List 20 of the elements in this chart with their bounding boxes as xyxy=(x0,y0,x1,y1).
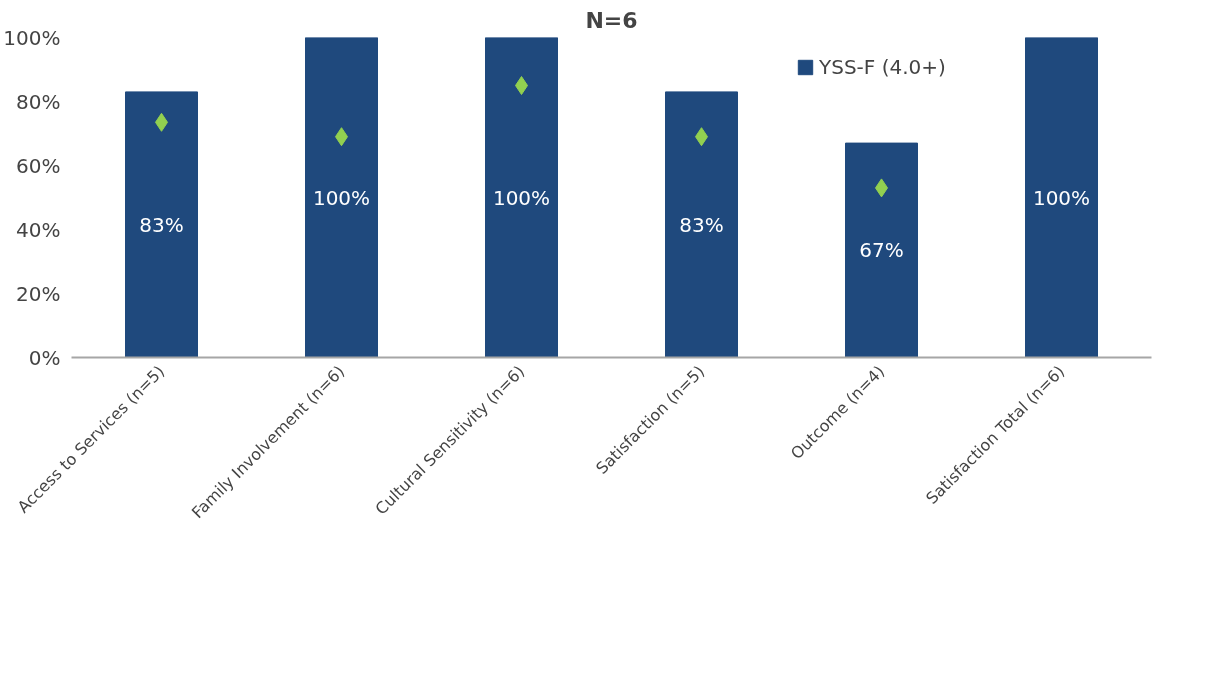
legend-label: YSS-F (4.0+) xyxy=(819,55,946,79)
y-tick-label: 40% xyxy=(16,217,61,242)
y-tick-label: 80% xyxy=(16,89,61,114)
bar xyxy=(845,142,918,358)
data-label: 83% xyxy=(139,212,184,237)
bar xyxy=(305,37,378,358)
data-label: 67% xyxy=(859,238,904,263)
y-tick-label: 20% xyxy=(16,281,61,306)
bar xyxy=(485,37,558,358)
data-label: 100% xyxy=(492,185,551,210)
bar xyxy=(125,91,198,358)
bar xyxy=(665,91,738,358)
y-tick-label: 0% xyxy=(28,345,61,370)
bar xyxy=(1025,37,1098,358)
y-tick-label: 100% xyxy=(3,25,61,50)
data-label: 100% xyxy=(312,185,371,210)
data-label: 100% xyxy=(1032,185,1091,210)
data-label: 83% xyxy=(679,212,724,237)
y-tick-label: 60% xyxy=(16,153,61,178)
chart-title: N=6 xyxy=(585,7,638,33)
